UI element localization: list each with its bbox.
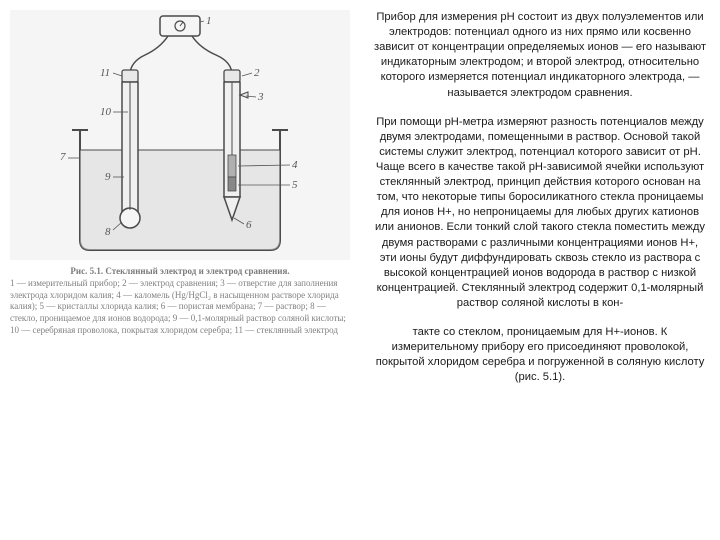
- diagram-wrapper: 1 2 3 4 5 6 7 8 9 10 11: [10, 10, 350, 260]
- svg-text:11: 11: [100, 67, 110, 79]
- svg-text:3: 3: [257, 91, 264, 103]
- figure-caption-title: Рис. 5.1. Стеклянный электрод и электрод…: [70, 266, 289, 276]
- svg-text:7: 7: [60, 151, 66, 163]
- page-container: 1 2 3 4 5 6 7 8 9 10 11: [0, 0, 720, 540]
- right-panel: Прибор для измерения pH состоит из двух …: [360, 0, 720, 540]
- svg-text:10: 10: [100, 106, 112, 118]
- paragraph-2: При помощи pH-метра измеряют разность по…: [372, 115, 708, 311]
- svg-text:5: 5: [292, 179, 298, 191]
- svg-text:9: 9: [105, 171, 111, 183]
- paragraph-3: такте со стеклом, проницаемым для H+-ион…: [372, 325, 708, 385]
- figure-caption-body: 1 — измерительный прибор; 2 — электрод с…: [10, 278, 350, 336]
- svg-text:8: 8: [105, 226, 111, 238]
- paragraph-1: Прибор для измерения pH состоит из двух …: [372, 10, 708, 101]
- svg-text:4: 4: [292, 159, 298, 171]
- left-panel: 1 2 3 4 5 6 7 8 9 10 11: [0, 0, 360, 540]
- svg-text:2: 2: [254, 67, 260, 79]
- svg-text:1: 1: [206, 15, 212, 27]
- apparatus-diagram: 1 2 3 4 5 6 7 8 9 10 11: [10, 10, 350, 260]
- svg-text:6: 6: [246, 219, 252, 231]
